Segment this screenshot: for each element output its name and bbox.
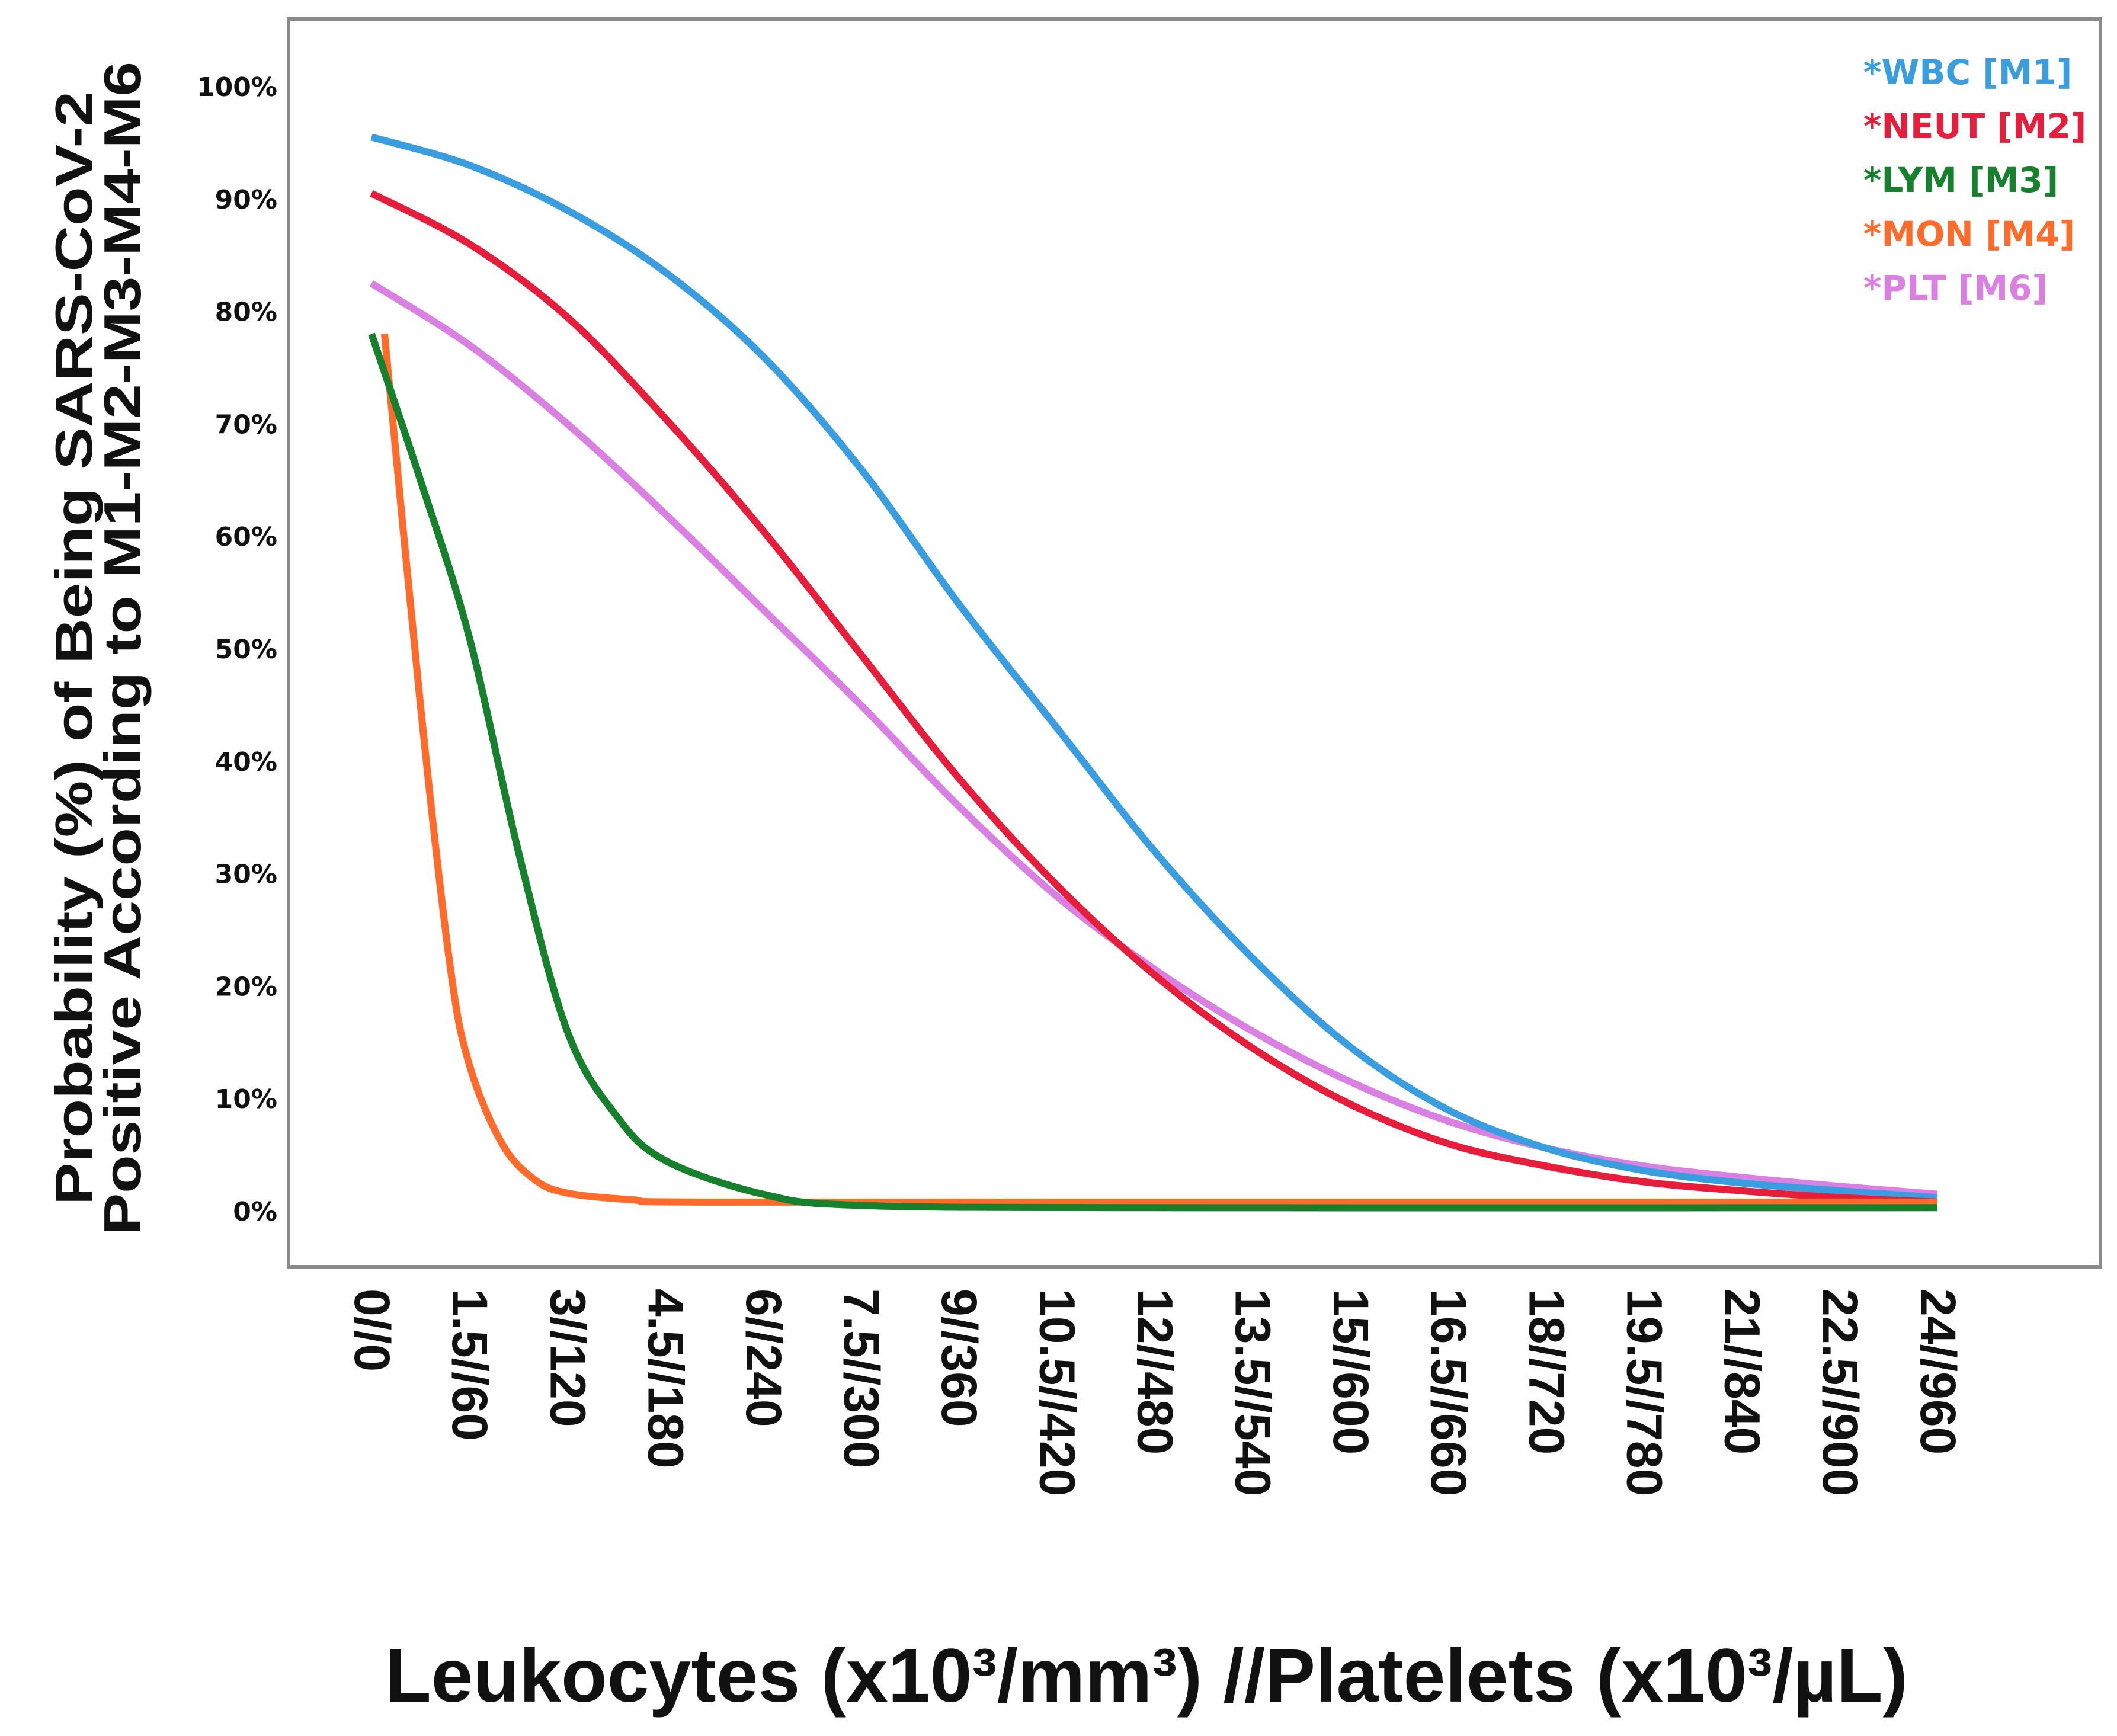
x-tick-label: 16.5//660 [1421,1289,1477,1496]
x-tick-label: 19.5//780 [1616,1289,1672,1496]
legend-entry: *PLT [M6] [1863,268,2048,308]
y-tick-label: 60% [215,522,277,552]
x-axis-title: Leukocytes (x10³/mm³) //Platelets (x10³/… [385,1633,1908,1718]
x-tick-label: 7.5//300 [834,1289,889,1469]
legend-entry: *MON [M4] [1863,214,2075,254]
y-tick-label: 30% [215,860,277,890]
y-tick-label: 100% [197,72,277,103]
x-tick-label: 6//240 [736,1289,792,1427]
y-axis-title-line-1: Probability (%) of Being SARS-CoV-2 [44,91,103,1205]
y-tick-labels: 0% 10% 20% 30% 40% 50% 60% 70% 80% 90% 100% [197,72,277,1227]
x-tick-label: 15//600 [1323,1289,1379,1455]
x-tick-label: 22.5//900 [1812,1289,1868,1496]
x-tick-label: 21//840 [1715,1289,1770,1455]
x-tick-label: 1.5//60 [442,1289,498,1441]
legend-entry: *LYM [M3] [1863,160,2058,200]
x-tick-label: 13.5//540 [1225,1289,1281,1496]
x-tick-label: 18//720 [1519,1289,1574,1455]
series-line-wbc-m1 [370,133,1938,1202]
y-tick-label: 40% [215,747,277,777]
x-tick-labels: 0//0 1.5//60 3//120 4.5//180 6//240 7.5//300 9… [344,1289,1966,1496]
y-tick-label: 10% [215,1084,277,1114]
x-tick-label: 0//0 [344,1289,400,1372]
x-tick-label: 24//960 [1910,1289,1966,1455]
y-tick-label: 20% [215,972,277,1002]
legend: *WBC [M1] *NEUT [M2] *LYM [M3] *MON [M4] *PL… [1863,52,2086,308]
x-tick-label: 9//360 [931,1289,987,1427]
series-lines [368,133,1938,1212]
y-tick-label: 70% [215,409,277,440]
legend-entry: *WBC [M1] [1863,52,2072,92]
series-line-neut-m2 [370,190,1938,1206]
y-tick-label: 80% [215,297,277,328]
x-tick-label: 12//480 [1128,1289,1183,1455]
x-tick-label: 10.5//420 [1029,1289,1085,1496]
legend-entry: *NEUT [M2] [1863,106,2086,146]
series-line-lym-m3 [368,332,1938,1212]
y-tick-label: 90% [215,185,277,215]
y-axis-title: Probability (%) of Being SARS-CoV-2 Posi… [44,62,152,1235]
x-tick-label: 3//120 [540,1289,595,1427]
y-axis-title-line-2: Positive According to M1-M2-M3-M4-M6 [93,62,152,1235]
x-tick-label: 4.5//180 [638,1289,694,1469]
y-tick-label: 50% [215,635,277,665]
series-line-mon-m4 [381,333,1937,1206]
y-tick-label: 0% [233,1197,277,1227]
